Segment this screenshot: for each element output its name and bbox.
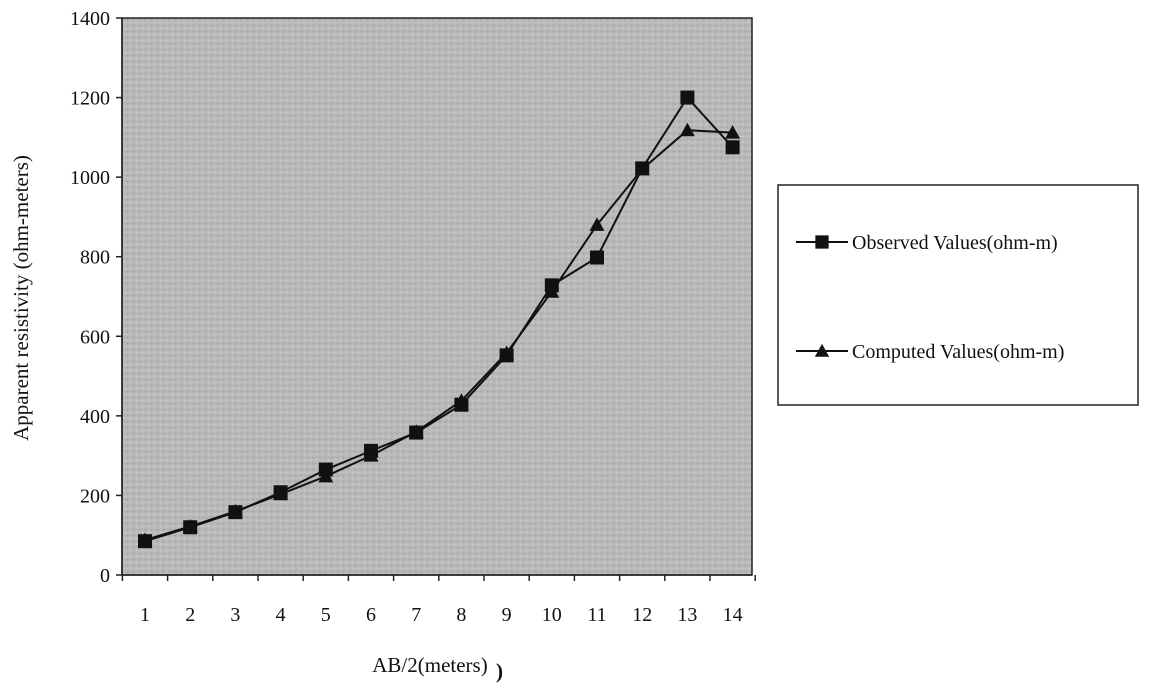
x-tick-label: 3 bbox=[230, 604, 240, 626]
legend-marker bbox=[814, 343, 830, 357]
legend-box bbox=[777, 184, 1139, 406]
y-tick-label: 1200 bbox=[70, 88, 110, 110]
x-tick-label: 9 bbox=[502, 604, 512, 626]
x-tick-label: 2 bbox=[185, 604, 195, 626]
y-tick-label: 800 bbox=[80, 247, 110, 269]
legend-marker bbox=[815, 235, 829, 249]
series-computed bbox=[137, 122, 741, 546]
y-axis-title: Apparent resistivity (ohm-meters) bbox=[9, 155, 33, 441]
series-layer bbox=[137, 90, 741, 549]
series-line bbox=[144, 129, 733, 541]
data-point bbox=[544, 284, 560, 298]
x-tick-label: 11 bbox=[587, 604, 606, 626]
y-axis-ticks: 0 200 400 600 800 1000 1200 1400 bbox=[70, 8, 122, 587]
data-point bbox=[363, 448, 379, 462]
x-axis-ticks: 1 2 3 4 5 6 7 8 9 10 11 12 13 14 bbox=[121, 575, 756, 626]
x-tick-label: 13 bbox=[677, 604, 697, 626]
data-point bbox=[227, 503, 243, 518]
y-tick-label: 600 bbox=[80, 326, 110, 348]
x-axis-title-paren: ) bbox=[496, 659, 503, 683]
plot-area bbox=[121, 17, 753, 576]
data-point bbox=[634, 161, 650, 176]
data-point bbox=[273, 486, 289, 501]
data-point bbox=[408, 424, 424, 438]
legend-label: Observed Values(ohm-m) bbox=[852, 232, 1058, 254]
y-tick-label: 400 bbox=[80, 406, 110, 428]
legend: Observed Values(ohm-m) Computed Values(oh… bbox=[777, 184, 1139, 406]
x-tick-label: 14 bbox=[723, 604, 743, 626]
data-point bbox=[590, 250, 604, 265]
data-point bbox=[679, 122, 695, 137]
data-point bbox=[725, 140, 740, 155]
data-point bbox=[137, 532, 153, 546]
data-point bbox=[589, 217, 605, 231]
data-point bbox=[182, 518, 198, 533]
legend-label: Computed Values(ohm-m) bbox=[852, 341, 1064, 363]
x-tick-label: 4 bbox=[276, 604, 286, 626]
data-point bbox=[318, 468, 334, 483]
x-tick-label: 12 bbox=[632, 604, 652, 626]
x-axis-title: AB/2(meters) bbox=[372, 653, 487, 677]
x-tick-label: 8 bbox=[456, 604, 466, 626]
legend-item: Computed Values(ohm-m) bbox=[796, 341, 1064, 363]
y-tick-label: 1000 bbox=[70, 167, 110, 189]
legend-item: Observed Values(ohm-m) bbox=[796, 232, 1058, 254]
data-point bbox=[680, 90, 695, 105]
y-tick-label: 0 bbox=[100, 565, 110, 587]
y-tick-label: 1400 bbox=[70, 8, 110, 30]
x-tick-label: 5 bbox=[321, 604, 331, 626]
data-point bbox=[499, 345, 515, 359]
x-tick-label: 10 bbox=[542, 604, 562, 626]
data-point bbox=[725, 125, 741, 139]
x-tick-label: 6 bbox=[366, 604, 376, 626]
data-point bbox=[453, 393, 469, 407]
x-tick-label: 1 bbox=[140, 604, 150, 626]
x-tick-label: 7 bbox=[411, 604, 421, 626]
y-tick-label: 200 bbox=[80, 485, 110, 507]
